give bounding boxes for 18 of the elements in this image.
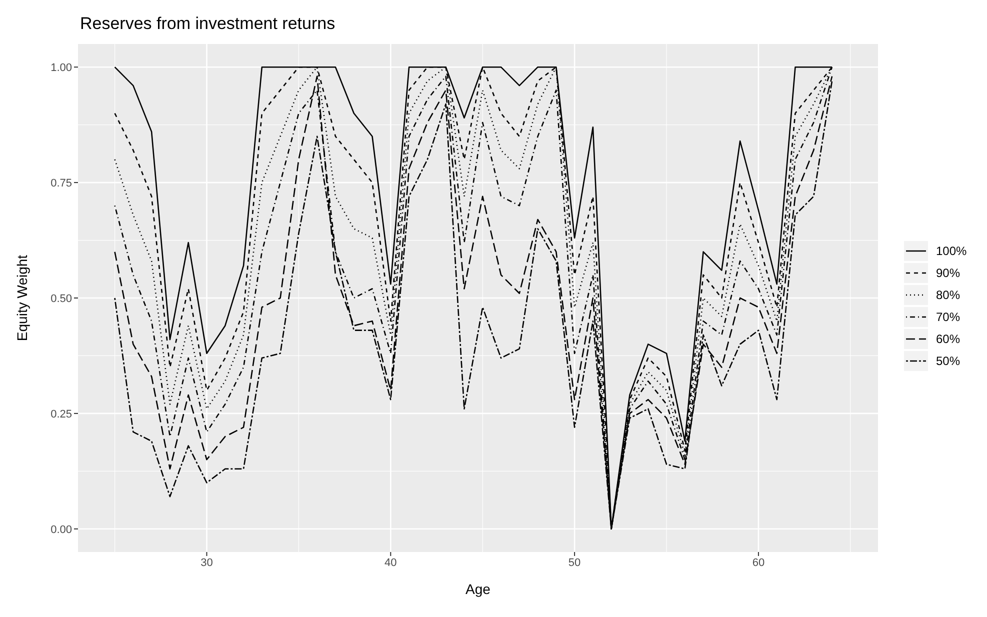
legend-label: 70% [936,310,960,324]
x-tick-label: 50 [568,556,581,569]
legend-label: 80% [936,288,960,302]
chart-title: Reserves from investment returns [80,14,336,34]
legend-label: 90% [936,266,960,280]
y-tick-label: 0.75 [50,177,72,190]
y-tick-label: 0.50 [50,292,72,305]
x-tick-label: 60 [752,556,765,569]
legend-label: 100% [936,244,967,258]
y-axis-title: Equity Weight [14,254,30,342]
y-tick-label: 1.00 [50,62,72,74]
y-tick-label: 0.00 [50,524,72,536]
legend-label: 50% [936,354,960,368]
legend-label: 60% [936,332,960,346]
y-tick-label: 0.25 [50,408,72,420]
x-tick-label: 40 [384,556,397,569]
x-axis-title: Age [466,581,491,597]
x-tick-label: 30 [200,556,213,569]
